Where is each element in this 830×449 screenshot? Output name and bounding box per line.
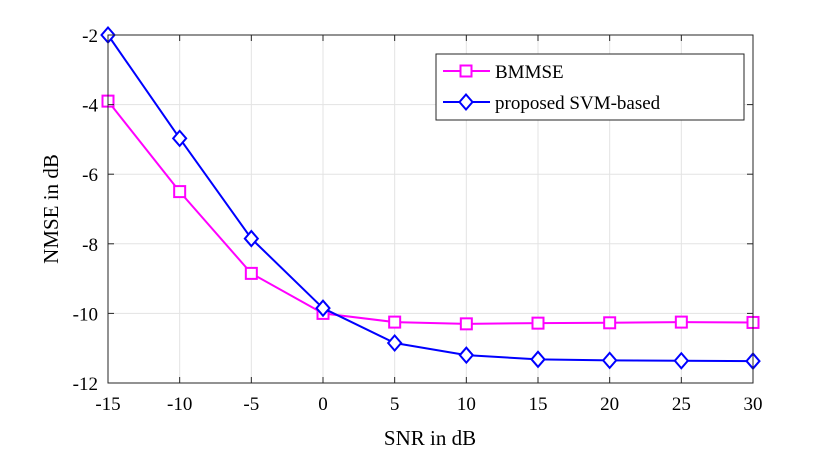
legend-marker-svm [458, 92, 474, 112]
data-point-1 [458, 346, 475, 365]
y-tick-label: -12 [73, 374, 98, 395]
legend-label-bmmse: BMMSE [495, 62, 564, 83]
legend-box [435, 53, 745, 121]
y-tick-label: -8 [82, 235, 98, 256]
x-tick-label: -5 [243, 394, 259, 415]
data-point-0 [674, 315, 688, 329]
x-tick-label: 30 [744, 394, 763, 415]
data-point-1 [530, 350, 546, 369]
x-tick-label: 15 [529, 394, 548, 415]
x-tick-label: -10 [167, 394, 192, 415]
y-tick-label: -4 [82, 96, 98, 117]
data-point-0 [388, 315, 402, 329]
data-point-0 [531, 316, 545, 330]
data-point-1 [601, 351, 618, 370]
data-point-0 [173, 185, 187, 199]
tick-labels: -15 -10 -5 0 5 10 15 20 25 30 -2 -4 -6 -8 -10 -12 [73, 26, 763, 415]
x-axis-label: SNR in dB [384, 426, 476, 449]
x-tick-label: 0 [318, 394, 328, 415]
legend-label-svm: proposed SVM-based [495, 93, 661, 114]
data-point-0 [459, 317, 473, 331]
y-axis-label: NMSE in dB [39, 154, 63, 264]
plot-frame [107, 34, 754, 384]
x-tick-label: 25 [672, 394, 691, 415]
series-line-0 [107, 100, 754, 325]
data-point-1 [243, 229, 260, 248]
x-tick-label: -15 [95, 394, 120, 415]
x-tick-label: 5 [390, 394, 400, 415]
legend-marker-bmmse [459, 64, 473, 78]
data-point-1 [386, 333, 403, 353]
data-point-0 [244, 266, 258, 280]
data-point-0 [603, 316, 617, 330]
y-tick-label: -2 [82, 26, 98, 47]
data-point-1 [171, 129, 188, 148]
ticks [107, 34, 754, 384]
x-tick-label: 10 [457, 394, 476, 415]
y-tick-label: -6 [82, 165, 98, 186]
legend: BMMSE proposed SVM-based [435, 53, 745, 121]
data-point-1 [673, 351, 690, 370]
data-point-1 [315, 299, 331, 318]
x-tick-label: 20 [600, 394, 619, 415]
y-tick-label: -10 [73, 304, 98, 325]
series-line-1 [107, 34, 754, 363]
